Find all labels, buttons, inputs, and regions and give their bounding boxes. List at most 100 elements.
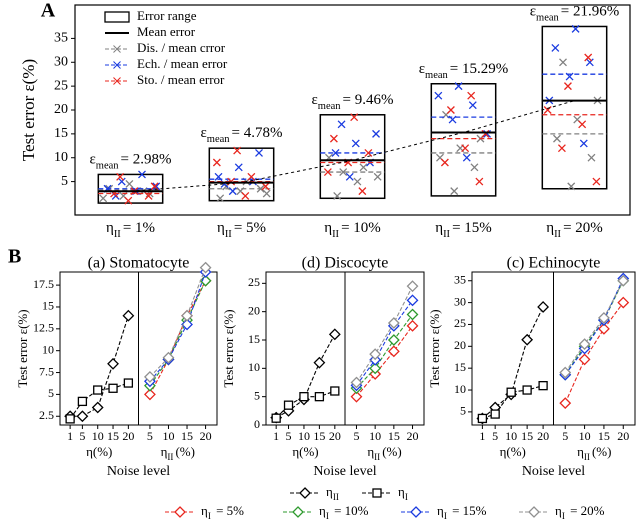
diamond-marker <box>598 322 610 335</box>
text-base: η <box>324 220 332 236</box>
diamond-marker <box>292 506 304 518</box>
x-sub-axis-label: η(%) <box>500 444 526 459</box>
x-marker <box>241 191 250 200</box>
y-tick-label: 30 <box>454 294 466 308</box>
x-tick-label: 20 <box>122 429 134 443</box>
x-tick-label: 10 <box>369 429 381 443</box>
x-tick-label: 10 <box>162 429 174 443</box>
diamond-marker <box>406 308 419 321</box>
diamond-marker <box>350 376 363 389</box>
square-marker <box>299 392 309 402</box>
x-axis-label: Noise level <box>107 464 170 479</box>
text-base: η <box>555 503 562 518</box>
series-line <box>564 280 624 373</box>
x-axis-label: Noise level <box>313 464 376 479</box>
diamond-marker <box>76 410 89 423</box>
x-tick-label: 5 <box>353 429 359 443</box>
diamond-marker <box>387 334 400 346</box>
text-base: ε <box>419 61 425 77</box>
subscript: I <box>405 492 408 502</box>
panel-label: A <box>41 0 56 22</box>
y-axis-label: Test error ε(%) <box>427 309 442 387</box>
square-marker <box>283 400 294 410</box>
y-tick-label: 5 <box>254 388 260 402</box>
y-tick-label: 20 <box>54 102 68 117</box>
y-tick-label: 0 <box>254 417 260 431</box>
x-marker <box>212 158 221 167</box>
subscript: mean <box>425 70 448 81</box>
y-tick-label: 25 <box>54 78 68 93</box>
x-marker <box>559 58 567 67</box>
x-marker <box>125 180 134 188</box>
text-base: ε <box>89 152 95 168</box>
x-marker <box>358 187 367 196</box>
x-tick-label: 15 <box>181 429 193 443</box>
subplot-title: (d) Discocyte <box>302 255 389 272</box>
x-tick-label: 20 <box>537 429 549 443</box>
square-marker <box>372 488 382 498</box>
x-marker <box>99 194 108 203</box>
text-tail: = 2.98% <box>121 152 172 168</box>
diamond-marker <box>387 345 400 358</box>
y-tick-label: 5 <box>61 174 68 189</box>
x-marker <box>446 106 455 114</box>
x-marker <box>571 24 580 33</box>
error-range-box <box>430 83 497 197</box>
y-tick-label: 10 <box>454 382 466 396</box>
y-axis-label: Test error ε(%) <box>221 309 236 387</box>
square-marker <box>506 387 516 397</box>
diamond-marker <box>369 362 382 375</box>
text-base: η <box>201 503 208 518</box>
diamond-marker <box>387 317 400 329</box>
subscript: mean <box>207 134 230 145</box>
x-tick-label: 10 <box>505 429 517 443</box>
text-tail: = 15.29% <box>450 61 508 77</box>
diamond-marker <box>122 309 135 322</box>
subscript: I <box>562 511 565 520</box>
y-tick-label: 30 <box>54 54 68 69</box>
series-line <box>564 302 624 404</box>
x-marker <box>543 106 552 114</box>
diamond-marker <box>350 390 363 403</box>
mean-annotation: εmean = 4.78% <box>200 126 282 145</box>
subplot-title: (a) Stomatocyte <box>88 255 190 272</box>
diamond-marker <box>559 366 572 379</box>
subscript: II <box>225 229 232 240</box>
x-tick-label: ηII = 15% <box>435 220 492 239</box>
x-tick-label: ηII = 1% <box>106 220 155 239</box>
x-marker <box>353 177 362 186</box>
x-marker <box>117 177 126 186</box>
text-base: η <box>326 484 333 499</box>
x-sub-axis-label: η(%) <box>86 444 112 459</box>
diamond-marker <box>181 309 193 322</box>
diamond-marker <box>162 351 175 364</box>
subscript: II <box>554 229 561 240</box>
diamond-marker <box>598 311 610 324</box>
text-base: ε <box>530 4 536 20</box>
x-marker <box>461 144 470 153</box>
subscript: mean <box>536 12 559 23</box>
x-tick-label: 1 <box>273 429 279 443</box>
legend-label: ηI = 10% <box>319 503 369 520</box>
diamond-marker <box>537 301 550 313</box>
x-tick-label: 20 <box>407 429 419 443</box>
subscript: II <box>114 229 121 240</box>
legend-label: ηII <box>326 484 339 502</box>
series-line <box>356 325 413 398</box>
text-tail: (%) <box>592 444 612 459</box>
x-marker <box>475 177 484 186</box>
y-tick-label: 15 <box>454 360 466 374</box>
legend-label: ηI = 20% <box>555 503 605 520</box>
text-tail: = 15% <box>449 503 487 518</box>
subscript: II <box>332 229 339 240</box>
x-axis-label: Noise level <box>522 464 585 479</box>
x-marker <box>434 91 443 100</box>
subplot-title: (c) Echinocyte <box>507 255 601 272</box>
text-base: η <box>437 503 444 518</box>
mean-annotation: εmean = 21.96% <box>530 4 620 23</box>
square-marker <box>65 414 75 424</box>
x-tick-label: 5 <box>79 429 85 443</box>
diamond-marker <box>174 506 186 518</box>
subscript: I <box>326 511 329 520</box>
square-marker <box>108 383 118 393</box>
